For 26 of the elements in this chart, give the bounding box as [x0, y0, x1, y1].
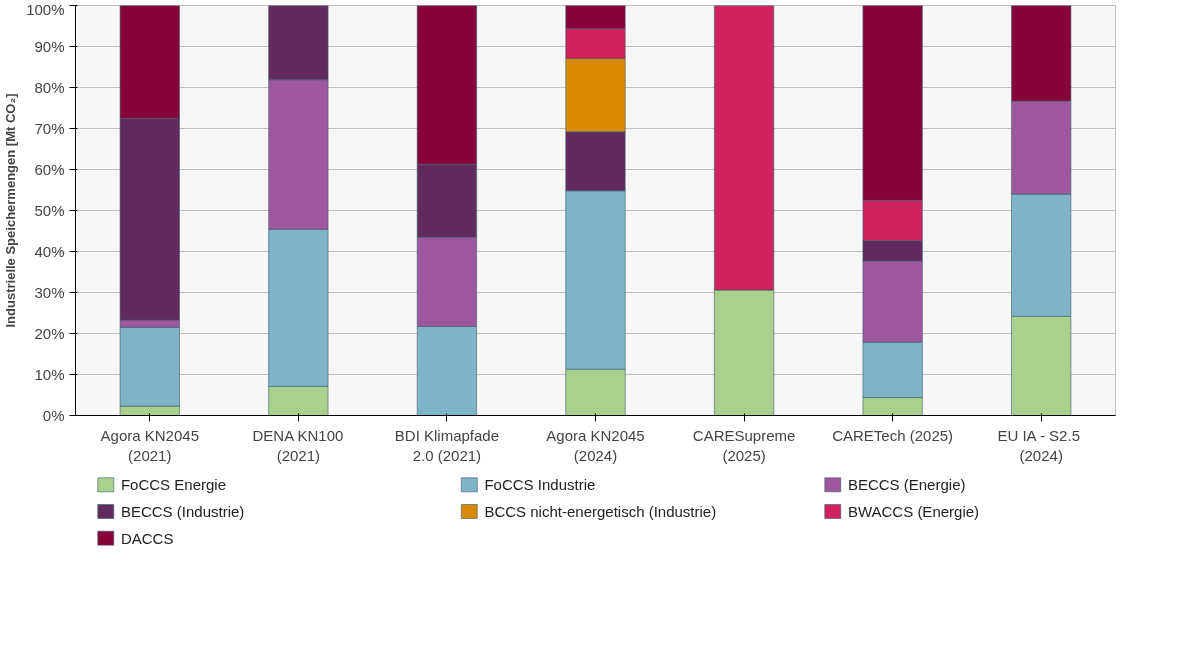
- x-tick-label: BDI Klimapfade 2.0 (2021): [394, 426, 500, 464]
- legend-label: BECCS (Industrie): [120, 503, 245, 520]
- legend-label: FoCCS Energie: [120, 476, 226, 494]
- legend-label: BCCS nicht-energetisch (Industrie): [484, 503, 717, 520]
- x-tick-label: EU IA - S2.5 (2024): [997, 426, 1080, 464]
- y-tick-label: 10%: [34, 366, 65, 383]
- x-tick-label: Agora KN2045 (2021): [100, 426, 199, 464]
- y-tick-label: 0%: [42, 407, 65, 424]
- y-tick-label: 60%: [34, 161, 65, 178]
- x-tick-label: CARESupreme (2025): [692, 426, 796, 464]
- legend-label: DACCS: [120, 529, 174, 547]
- y-tick-label: 90%: [34, 38, 65, 55]
- x-tick-label: CARETech (2025): [832, 426, 954, 444]
- y-tick-label: 20%: [34, 325, 65, 342]
- legend-label: BECCS (Energie): [847, 476, 966, 494]
- y-tick-label: 100%: [26, 0, 65, 18]
- y-tick-label: 70%: [34, 120, 65, 137]
- legend-label: BWACCS (Energie): [847, 503, 980, 520]
- y-axis-title: Industrielle Speichermengen [Mt CO₂]: [3, 93, 19, 328]
- legend-label: FoCCS Industrie: [484, 476, 596, 494]
- y-tick-label: 40%: [34, 243, 65, 260]
- y-tick-label: 50%: [34, 202, 65, 219]
- x-tick-label: Agora KN2045 (2024): [546, 426, 645, 464]
- x-tick-label: DENA KN100 (2021): [252, 426, 344, 464]
- y-tick-label: 30%: [34, 284, 65, 301]
- y-tick-label: 80%: [34, 79, 65, 96]
